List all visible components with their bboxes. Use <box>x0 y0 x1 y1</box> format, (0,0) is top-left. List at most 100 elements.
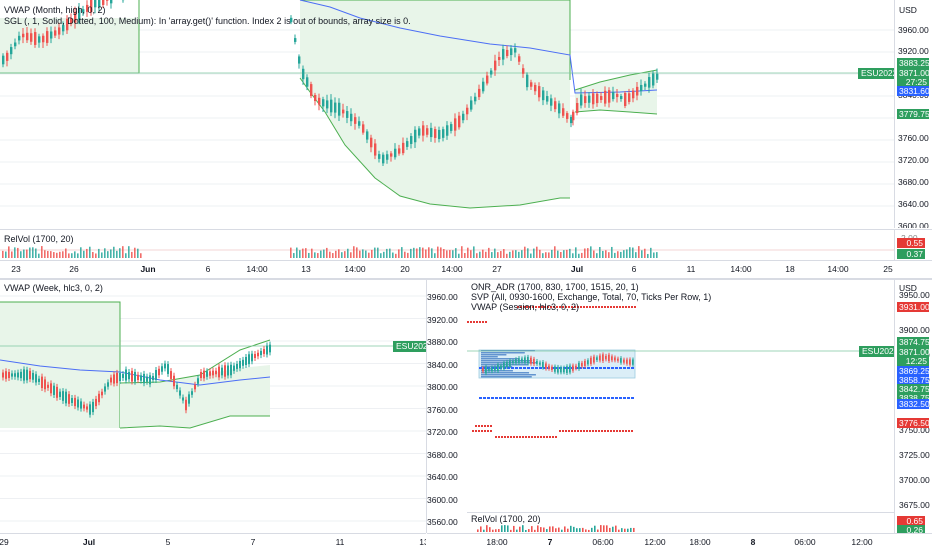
top-chart-pane[interactable]: VWAP (Month, high, 0, 2) SGL (, 1, Solid… <box>0 0 894 228</box>
bottom-right-price-axis[interactable]: USD 3950.003900.003850.003825.003800.003… <box>894 280 932 533</box>
adr-low-dot <box>592 430 594 432</box>
top-price-axis[interactable]: USD 3960.003920.003880.003840.003800.003… <box>894 0 932 228</box>
relvol-bar <box>516 529 518 532</box>
bottom-right-onr-title[interactable]: ONR_ADR (1700, 830, 1700, 1515, 20, 1) <box>471 282 639 292</box>
top-x-tick: 20 <box>400 264 410 274</box>
bottom-left-vwap-title[interactable]: VWAP (Week, hlc3, 0, 2) <box>4 283 103 293</box>
relvol-bar <box>551 249 553 258</box>
relvol-bar <box>558 527 560 532</box>
relvol-bar <box>44 250 46 258</box>
bottom-right-svp-title[interactable]: SVP (All, 0930-1600, Exchange, Total, 70… <box>471 292 712 302</box>
candle-body <box>101 391 103 396</box>
bottom-right-relvol-title[interactable]: RelVol (1700, 20) <box>471 514 541 524</box>
relvol-bar <box>525 529 527 532</box>
pane-separator[interactable] <box>0 278 932 280</box>
candle-body <box>551 366 553 370</box>
bottom-right-price-tag: 3871.00 <box>897 347 930 357</box>
top-indicator-sgl-title[interactable]: SGL (, 1, Solid, Dotted, 100, Medium): I… <box>4 16 411 26</box>
top-relvol-axis[interactable]: 2.00 0.55 0.37 <box>894 229 932 260</box>
relvol-bar <box>489 527 491 532</box>
vwap-band-fill <box>300 0 570 208</box>
bottom-left-price-chart[interactable] <box>0 280 426 533</box>
bottom-right-x-tick: 06:00 <box>592 537 614 547</box>
bottom-right-relvol-pane[interactable]: RelVol (1700, 20) <box>467 512 894 533</box>
adr-low-dot <box>571 430 573 432</box>
candle-body <box>470 100 473 110</box>
volume-profile-bar <box>481 376 532 378</box>
relvol-bar <box>620 251 622 258</box>
candle-body <box>149 375 151 385</box>
candle-body <box>77 399 79 408</box>
relvol-bar <box>464 253 466 258</box>
relvol-bar <box>368 252 370 258</box>
candle-body <box>596 357 598 360</box>
adr-low-dot <box>607 430 609 432</box>
candle-body <box>251 353 253 362</box>
relvol-bar <box>650 247 652 258</box>
relvol-bar <box>615 525 617 532</box>
bottom-right-price-chart[interactable] <box>467 280 894 512</box>
candle-body <box>623 359 625 363</box>
candle-body <box>514 48 517 53</box>
adr-low-dot <box>616 430 618 432</box>
relvol-bar <box>569 248 571 258</box>
candle-body <box>346 111 349 118</box>
relvol-bar <box>89 246 91 258</box>
adr-low-dot <box>580 430 582 432</box>
candle-body <box>2 55 5 65</box>
candle-body <box>599 355 601 361</box>
relvol-bar <box>545 252 547 258</box>
candle-body <box>584 96 587 104</box>
relvol-bar <box>11 251 13 258</box>
relvol-bar <box>509 251 511 258</box>
candle-body <box>592 93 595 105</box>
top-relvol-pane[interactable]: RelVol (1700, 20) <box>0 229 894 260</box>
relvol-bar <box>557 250 559 258</box>
relvol-bar <box>593 250 595 258</box>
top-x-tick: 23 <box>11 264 21 274</box>
candle-body <box>134 371 136 382</box>
candle-body <box>318 97 321 105</box>
relvol-bar <box>62 251 64 258</box>
bottom-left-chart-pane[interactable]: VWAP (Week, hlc3, 0, 2) ESU2022 3883.503… <box>0 280 426 533</box>
bottom-left-x-tick: Jul <box>82 537 96 547</box>
candle-body <box>358 121 361 126</box>
top-price-chart[interactable] <box>0 0 894 228</box>
adr-high-dot <box>544 306 546 308</box>
candle-body <box>18 35 21 41</box>
bottom-right-vwap-title[interactable]: VWAP (Session, hlc3, 0, 2) <box>471 302 580 312</box>
adr-high-dot <box>610 306 612 308</box>
candle-body <box>167 364 169 374</box>
bottom-left-time-axis[interactable]: 29 Jul 5 7 11 13 <box>0 533 426 550</box>
relvol-bar <box>449 250 451 258</box>
top-x-tick: 18 <box>785 264 795 274</box>
top-indicator-vwap-title[interactable]: VWAP (Month, high, 0, 2) <box>4 5 106 15</box>
bottom-right-time-axis[interactable]: 18:00 7 06:00 12:00 18:00 8 06:00 12:00 <box>427 533 932 550</box>
candle-body <box>185 399 187 411</box>
candle-body <box>59 391 61 398</box>
candle-body <box>534 84 537 92</box>
top-time-axis[interactable]: 23 26 Jun 6 14:00 13 14:00 20 14:00 27 Jul 6 11 14:00… <box>0 260 932 278</box>
candle-body <box>71 398 73 403</box>
relvol-bar <box>641 250 643 258</box>
relvol-bar <box>428 247 430 258</box>
relvol-bar <box>510 529 512 532</box>
candle-body <box>212 370 214 376</box>
candle-body <box>170 371 172 379</box>
adr-low-dot <box>610 430 612 432</box>
relvol-bar <box>572 253 574 258</box>
candle-body <box>14 42 17 47</box>
adr-high-dot <box>634 306 636 308</box>
candle-body <box>10 47 13 55</box>
adr-low-dot <box>490 425 492 427</box>
candle-body <box>548 365 550 369</box>
vertical-separator[interactable] <box>426 280 427 533</box>
adr-high-dot <box>517 306 519 308</box>
bottom-left-price-axis[interactable]: 3960.00 3920.00 3880.00 3840.00 3800.00 3760.… <box>427 280 467 533</box>
relvol-bar <box>377 247 379 258</box>
candle-body <box>554 101 557 110</box>
bottom-right-chart-pane[interactable]: ONR_ADR (1700, 830, 1700, 1515, 20, 1) S… <box>467 280 894 512</box>
candle-body <box>545 363 547 369</box>
bottom-left-x-tick: 29 <box>0 537 9 547</box>
top-relvol-title[interactable]: RelVol (1700, 20) <box>4 234 74 244</box>
